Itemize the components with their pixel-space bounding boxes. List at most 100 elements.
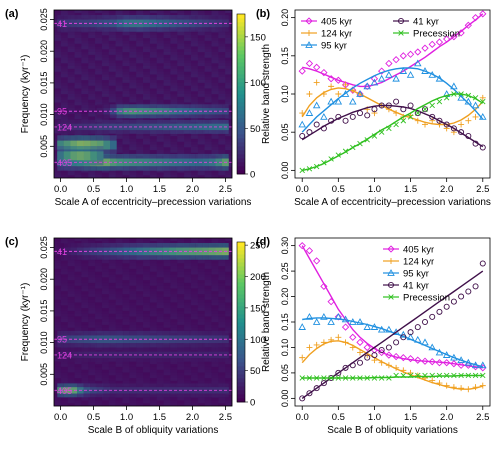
heatmap-cell bbox=[60, 35, 68, 39]
heatmap-cell bbox=[149, 136, 157, 140]
heatmap-cell bbox=[108, 10, 116, 14]
heatmap-cell bbox=[170, 313, 178, 317]
heatmap-cell bbox=[211, 77, 219, 81]
heatmap-cell bbox=[197, 49, 205, 53]
heatmap-cell bbox=[81, 372, 89, 376]
heatmap-band-halo bbox=[77, 135, 84, 155]
heatmap-cell bbox=[218, 313, 226, 317]
data-point bbox=[335, 152, 342, 158]
heatmap-cell bbox=[95, 305, 103, 309]
heatmap-cell bbox=[225, 66, 233, 70]
heatmap-cell bbox=[170, 175, 178, 179]
heatmap-cell bbox=[190, 175, 199, 179]
heatmap-cell bbox=[74, 324, 82, 328]
heatmap-cell bbox=[88, 116, 96, 120]
y-tick-label: 0.025 bbox=[39, 236, 49, 259]
data-point bbox=[298, 323, 306, 330]
heatmap-cell bbox=[177, 302, 185, 306]
heatmap-cell bbox=[108, 74, 116, 78]
heatmap-cell bbox=[197, 364, 205, 368]
heatmap-cell bbox=[163, 310, 171, 314]
heatmap-cell bbox=[81, 54, 89, 58]
heatmap-cell bbox=[67, 54, 75, 58]
colorbar-segment bbox=[237, 266, 245, 271]
heatmap-cell bbox=[177, 268, 185, 272]
heatmap-cell bbox=[225, 147, 233, 151]
colorbar-segment bbox=[237, 26, 245, 31]
colorbar-segment bbox=[237, 102, 245, 107]
heatmap-cell bbox=[67, 369, 75, 373]
heatmap-cell bbox=[218, 380, 226, 384]
heatmap-cell bbox=[60, 271, 68, 275]
heatmap-cell bbox=[163, 296, 171, 300]
heatmap-cell bbox=[218, 49, 226, 53]
heatmap-cell bbox=[156, 280, 164, 284]
heatmap-cell bbox=[88, 80, 96, 84]
data-point bbox=[312, 101, 321, 109]
heatmap-cell bbox=[54, 299, 62, 303]
heatmap-cell bbox=[184, 378, 192, 382]
heatmap-cell bbox=[129, 96, 137, 100]
heatmap-cell bbox=[88, 172, 96, 176]
heatmap-cell bbox=[108, 133, 116, 137]
data-point bbox=[371, 357, 378, 364]
heatmap-cell bbox=[67, 260, 75, 264]
colorbar-segment bbox=[237, 154, 245, 159]
heatmap-cell bbox=[54, 46, 62, 50]
heatmap-cell bbox=[170, 43, 178, 47]
heatmap-cell bbox=[81, 96, 89, 100]
heatmap-cell bbox=[218, 400, 226, 404]
colorbar-segment bbox=[237, 118, 245, 123]
data-point bbox=[378, 102, 385, 109]
heatmap-cell bbox=[143, 364, 151, 368]
heatmap-band-halo bbox=[96, 135, 104, 155]
data-point bbox=[471, 101, 480, 109]
x-tick-label: 2.0 bbox=[440, 184, 453, 195]
heatmap-cell bbox=[101, 175, 110, 179]
heatmap-cell bbox=[149, 99, 157, 103]
heatmap-cell bbox=[122, 94, 130, 98]
heatmap-cell bbox=[190, 319, 199, 323]
x-tick-label: 1.5 bbox=[153, 184, 166, 195]
heatmap-cell bbox=[81, 308, 89, 312]
heatmap-cell bbox=[95, 82, 103, 86]
heatmap-cell bbox=[60, 372, 68, 376]
heatmap-cell bbox=[177, 85, 185, 89]
heatmap-cell bbox=[156, 99, 164, 103]
data-point bbox=[364, 112, 371, 119]
heatmap-cell bbox=[143, 54, 151, 58]
heatmap-cell bbox=[156, 327, 164, 331]
heatmap-cell bbox=[54, 74, 62, 78]
heatmap-cell bbox=[74, 12, 82, 16]
heatmap-cell bbox=[74, 40, 82, 44]
heatmap-cell bbox=[163, 380, 171, 384]
heatmap-cell bbox=[190, 49, 199, 53]
heatmap-cell bbox=[143, 172, 151, 176]
heatmap-cell bbox=[108, 169, 116, 173]
heatmap-cell bbox=[74, 238, 82, 242]
data-point bbox=[313, 163, 320, 170]
data-point bbox=[436, 117, 443, 124]
heatmap-cell bbox=[177, 369, 185, 373]
heatmap-cell bbox=[204, 277, 212, 281]
heatmap-cell bbox=[177, 397, 185, 401]
heatmap-cell bbox=[108, 263, 116, 267]
heatmap-cell bbox=[211, 291, 219, 295]
heatmap-cell bbox=[204, 400, 212, 404]
heatmap-cell bbox=[122, 169, 130, 173]
heatmap-cell bbox=[95, 299, 103, 303]
heatmap-cell bbox=[74, 274, 82, 278]
data-point bbox=[305, 17, 313, 25]
heatmap-cell bbox=[170, 32, 178, 36]
heatmap-cell bbox=[101, 285, 110, 289]
heatmap-cell bbox=[184, 299, 192, 303]
heatmap-cell bbox=[129, 308, 137, 312]
heatmap-cell bbox=[149, 271, 157, 275]
heatmap-cell bbox=[163, 49, 171, 53]
colorbar-tick-label: 100 bbox=[250, 335, 266, 346]
data-point bbox=[393, 110, 400, 117]
heatmap-cell bbox=[190, 63, 199, 67]
data-point bbox=[436, 372, 443, 379]
heatmap-cell bbox=[67, 296, 75, 300]
heatmap-cell bbox=[88, 291, 96, 295]
